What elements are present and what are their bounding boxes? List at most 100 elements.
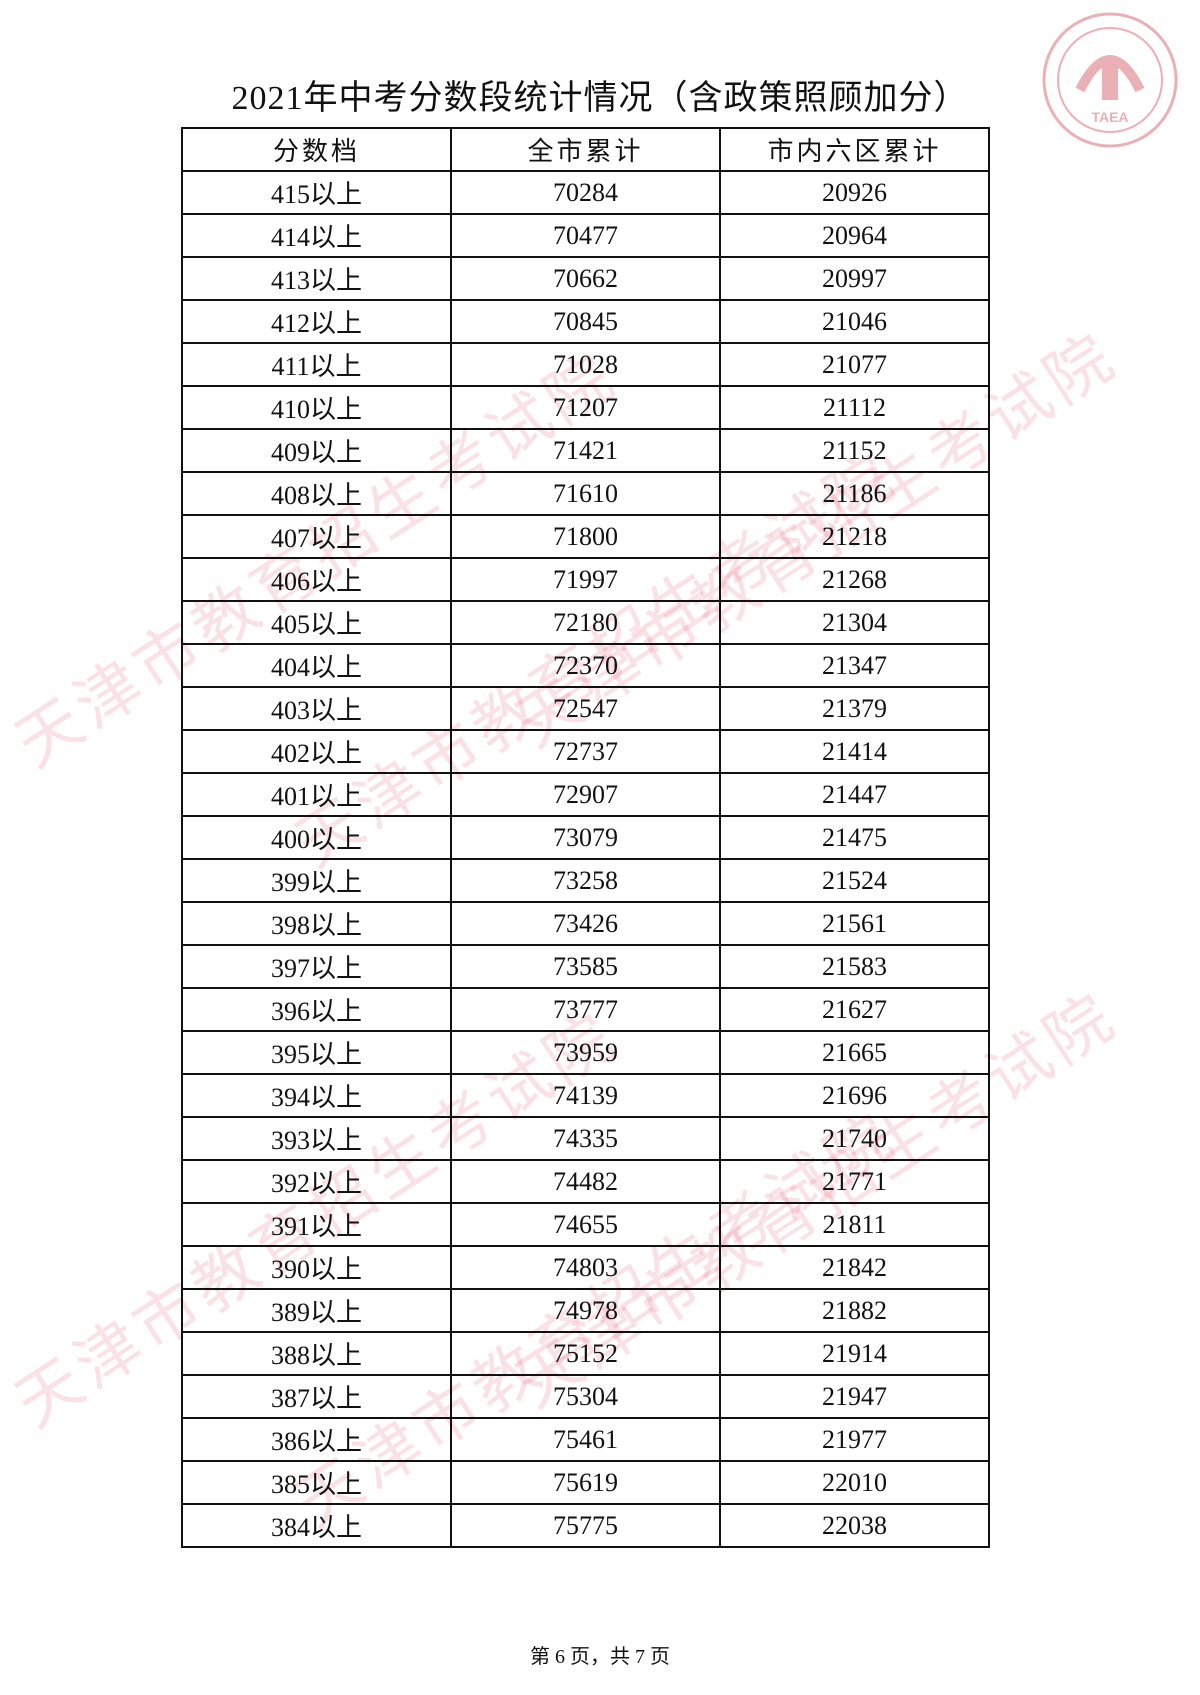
six-districts-total-cell: 22038 [719,1503,990,1548]
city-total-cell: 72180 [450,600,721,645]
score-band-cell: 415以上 [181,170,452,215]
city-total-cell: 71207 [450,385,721,430]
score-table: 分数档 全市累计 市内六区累计 415以上 70284 20926 414以上 70477 2… [181,127,990,1548]
page-number: 第 6 页，共 7 页 [530,1646,670,1668]
table-row: 387以上 75304 21947 [181,1374,990,1419]
six-districts-total-cell: 21414 [719,729,990,774]
six-districts-total-cell: 21475 [719,815,990,860]
city-total-cell: 70477 [450,213,721,258]
score-band-cell: 393以上 [181,1116,452,1161]
table-row: 411以上 71028 21077 [181,342,990,387]
table-row: 395以上 73959 21665 [181,1030,990,1075]
six-districts-total-cell: 21665 [719,1030,990,1075]
city-total-cell: 71997 [450,557,721,602]
six-districts-total-cell: 21304 [719,600,990,645]
six-districts-total-cell: 21627 [719,987,990,1032]
city-total-cell: 75304 [450,1374,721,1419]
table-row: 393以上 74335 21740 [181,1116,990,1161]
score-band-cell: 390以上 [181,1245,452,1290]
six-districts-total-cell: 21046 [719,299,990,344]
score-band-cell: 412以上 [181,299,452,344]
city-total-cell: 74803 [450,1245,721,1290]
score-band-cell: 392以上 [181,1159,452,1204]
city-total-cell: 73777 [450,987,721,1032]
column-header: 全市累计 [450,127,721,172]
six-districts-total-cell: 21771 [719,1159,990,1204]
column-header: 分数档 [181,127,452,172]
table-row: 384以上 75775 22038 [181,1503,990,1548]
table-row: 389以上 74978 21882 [181,1288,990,1333]
city-total-cell: 70845 [450,299,721,344]
score-band-cell: 384以上 [181,1503,452,1548]
score-band-cell: 396以上 [181,987,452,1032]
city-total-cell: 75152 [450,1331,721,1376]
table-row: 410以上 71207 21112 [181,385,990,430]
city-total-cell: 72370 [450,643,721,688]
table-row: 399以上 73258 21524 [181,858,990,903]
score-band-cell: 414以上 [181,213,452,258]
table-row: 388以上 75152 21914 [181,1331,990,1376]
score-band-cell: 385以上 [181,1460,452,1505]
six-districts-total-cell: 21561 [719,901,990,946]
score-band-cell: 397以上 [181,944,452,989]
city-total-cell: 74139 [450,1073,721,1118]
six-districts-total-cell: 21740 [719,1116,990,1161]
six-districts-total-cell: 21524 [719,858,990,903]
city-total-cell: 75461 [450,1417,721,1462]
score-band-cell: 408以上 [181,471,452,516]
city-total-cell: 74978 [450,1288,721,1333]
score-band-cell: 407以上 [181,514,452,559]
table-row: 391以上 74655 21811 [181,1202,990,1247]
city-total-cell: 73585 [450,944,721,989]
six-districts-total-cell: 21218 [719,514,990,559]
city-total-cell: 71800 [450,514,721,559]
score-band-cell: 405以上 [181,600,452,645]
city-total-cell: 73079 [450,815,721,860]
table-row: 413以上 70662 20997 [181,256,990,301]
table-row: 407以上 71800 21218 [181,514,990,559]
score-band-cell: 409以上 [181,428,452,473]
city-total-cell: 73426 [450,901,721,946]
six-districts-total-cell: 21977 [719,1417,990,1462]
six-districts-total-cell: 21583 [719,944,990,989]
score-band-cell: 386以上 [181,1417,452,1462]
score-band-cell: 391以上 [181,1202,452,1247]
table-row: 405以上 72180 21304 [181,600,990,645]
six-districts-total-cell: 21112 [719,385,990,430]
table-row: 404以上 72370 21347 [181,643,990,688]
six-districts-total-cell: 21811 [719,1202,990,1247]
table-row: 396以上 73777 21627 [181,987,990,1032]
score-band-cell: 401以上 [181,772,452,817]
score-band-cell: 411以上 [181,342,452,387]
city-total-cell: 74655 [450,1202,721,1247]
six-districts-total-cell: 21882 [719,1288,990,1333]
score-band-cell: 388以上 [181,1331,452,1376]
six-districts-total-cell: 21947 [719,1374,990,1419]
city-total-cell: 75775 [450,1503,721,1548]
table-row: 412以上 70845 21046 [181,299,990,344]
six-districts-total-cell: 21379 [719,686,990,731]
score-band-cell: 413以上 [181,256,452,301]
city-total-cell: 73258 [450,858,721,903]
six-districts-total-cell: 20964 [719,213,990,258]
score-band-cell: 389以上 [181,1288,452,1333]
city-total-cell: 70284 [450,170,721,215]
table-row: 386以上 75461 21977 [181,1417,990,1462]
six-districts-total-cell: 21347 [719,643,990,688]
six-districts-total-cell: 21696 [719,1073,990,1118]
score-band-cell: 394以上 [181,1073,452,1118]
svg-text:TAEA: TAEA [1091,109,1128,125]
six-districts-total-cell: 21268 [719,557,990,602]
six-districts-total-cell: 21447 [719,772,990,817]
six-districts-total-cell: 21152 [719,428,990,473]
table-row: 408以上 71610 21186 [181,471,990,516]
table-row: 398以上 73426 21561 [181,901,990,946]
column-header: 市内六区累计 [719,127,990,172]
six-districts-total-cell: 20926 [719,170,990,215]
six-districts-total-cell: 21842 [719,1245,990,1290]
city-total-cell: 71421 [450,428,721,473]
score-band-cell: 399以上 [181,858,452,903]
city-total-cell: 72907 [450,772,721,817]
page-title: 2021年中考分数段统计情况（含政策照顾加分） [231,80,969,117]
city-total-cell: 72737 [450,729,721,774]
